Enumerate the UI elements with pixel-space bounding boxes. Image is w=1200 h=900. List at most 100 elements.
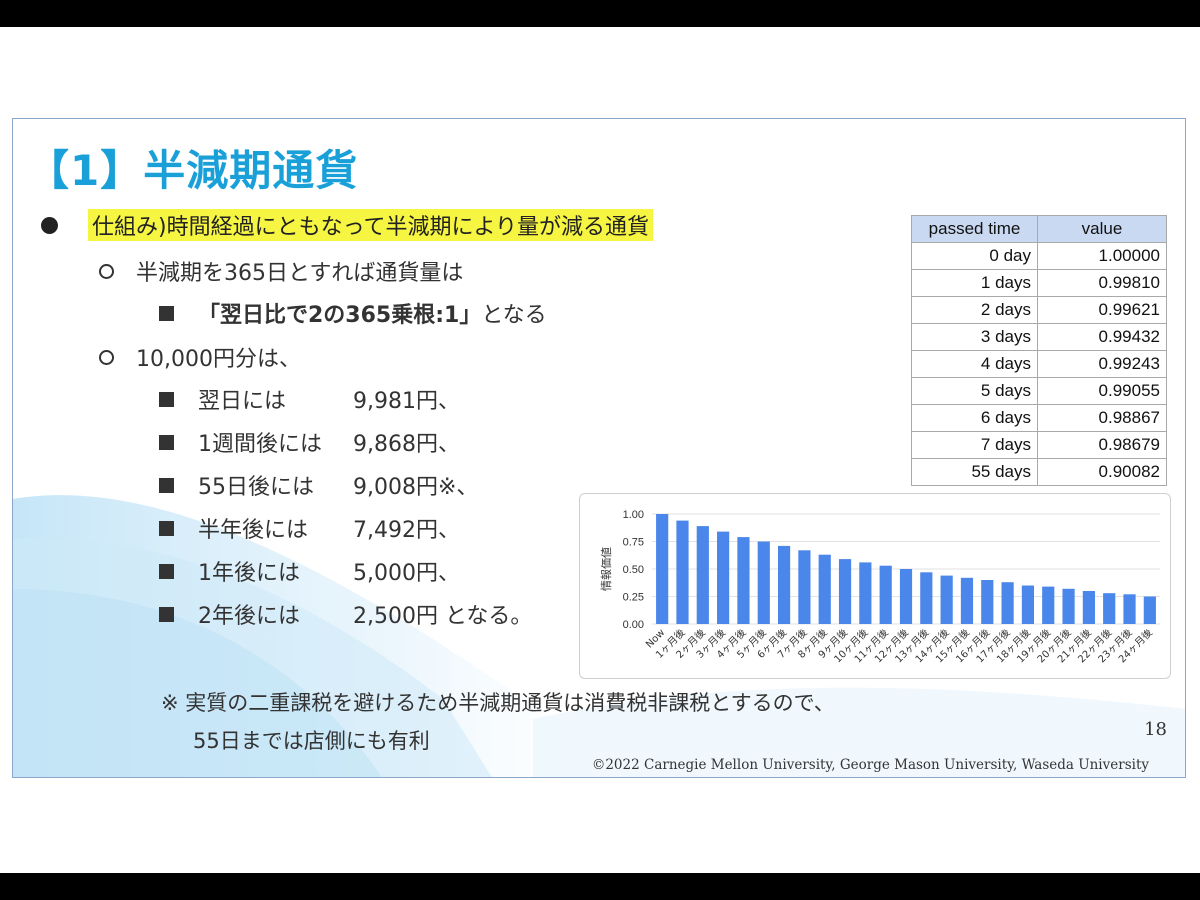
amount-value: 2,500円 となる。 xyxy=(353,604,533,629)
sub-bullet-text: 10,000円分は、 xyxy=(136,347,301,372)
chart-svg: 0.000.250.500.751.00情報価値Now1ヶ月後2ヶ月後3ヶ月後4… xyxy=(600,509,1160,665)
sub-bullet-amount: 10,000円分は、 xyxy=(99,341,301,373)
square-bullet-icon xyxy=(159,305,174,321)
chart-bar xyxy=(1042,586,1055,624)
footnote-line-1: ※ 実質の二重課税を避けるため半減期通貨は消費税非課税とするので、 xyxy=(161,691,835,715)
y-axis-label: 情報価値 xyxy=(600,547,613,591)
circle-bullet-icon xyxy=(99,263,114,279)
table-cell: 0.99621 xyxy=(1037,296,1167,324)
table-cell: 0.99243 xyxy=(1037,350,1167,378)
copyright: ©2022 Carnegie Mellon University, George… xyxy=(591,757,1149,773)
chart-bar xyxy=(1103,593,1116,624)
square-bullet-icon xyxy=(159,563,174,579)
value-table: passed time value 0 day 1.00000 1 days 0.9… xyxy=(911,215,1167,486)
amount-label: 1週間後には xyxy=(198,432,322,457)
table-row: 6 days 0.98867 xyxy=(911,404,1167,432)
amount-item: 翌日には 9,981円、 xyxy=(159,383,460,415)
circle-bullet-icon xyxy=(99,349,114,365)
amount-item: 1週間後には 9,868円、 xyxy=(159,426,460,458)
chart-bar xyxy=(1001,582,1014,624)
chart-bar xyxy=(757,541,770,624)
chart-bar xyxy=(1082,591,1095,624)
square-bullet-icon xyxy=(159,520,174,536)
table-row: 7 days 0.98679 xyxy=(911,431,1167,459)
letterbox-top xyxy=(0,0,1200,27)
y-tick-label: 1.00 xyxy=(623,509,644,521)
slide: 【1】半減期通貨 仕組み)時間経過にともなって半減期により量が減る通貨 半減期を… xyxy=(12,118,1186,778)
chart-bar xyxy=(899,569,913,624)
page-number: 18 xyxy=(1144,719,1167,740)
amount-item: 1年後には 5,000円、 xyxy=(159,555,460,587)
chart-bar xyxy=(676,520,689,624)
amount-item: 2年後には 2,500円 となる。 xyxy=(159,598,532,630)
table-cell: 0 day xyxy=(911,242,1038,270)
main-bullet: 仕組み)時間経過にともなって半減期により量が減る通貨 xyxy=(41,209,654,241)
y-tick-label: 0.75 xyxy=(623,537,644,549)
table-row: 4 days 0.99243 xyxy=(911,350,1167,378)
square-bullet-icon xyxy=(159,477,174,493)
footnote-line-2: 55日までは店側にも有利 xyxy=(193,729,430,753)
amount-value: 7,492円、 xyxy=(353,518,460,543)
table-cell: 0.99432 xyxy=(1037,323,1167,351)
y-tick-label: 0.00 xyxy=(623,619,644,631)
ratio-rest-text: となる xyxy=(481,303,547,328)
sub-sub-bullet-ratio: 「翌日比で2の365乗根:1」 となる xyxy=(159,297,547,329)
amount-value: 9,008円※、 xyxy=(353,475,479,500)
chart-bar xyxy=(1021,585,1035,624)
table-header: value xyxy=(1037,215,1167,243)
y-tick-label: 0.25 xyxy=(623,592,644,604)
table-row: 0 day 1.00000 xyxy=(911,242,1167,270)
table-cell: 0.90082 xyxy=(1037,458,1167,486)
chart-bar xyxy=(879,565,892,624)
chart-bar xyxy=(1062,588,1075,624)
square-bullet-icon xyxy=(159,434,174,450)
chart-bar xyxy=(737,537,750,624)
chart-bar xyxy=(981,580,994,624)
square-bullet-icon xyxy=(159,606,174,622)
amount-label: 2年後には xyxy=(198,604,300,629)
table-cell: 0.98867 xyxy=(1037,404,1167,432)
chart-bar xyxy=(1143,596,1156,624)
slide-title: 【1】半減期通貨 xyxy=(27,146,359,195)
amount-label: 55日後には xyxy=(198,475,314,500)
amount-value: 9,868円、 xyxy=(353,432,460,457)
chart-bar xyxy=(940,575,953,624)
amount-label: 半年後には xyxy=(198,518,309,543)
table-cell: 0.99055 xyxy=(1037,377,1167,405)
amount-item: 半年後には 7,492円、 xyxy=(159,512,460,544)
chart-bar xyxy=(920,572,933,624)
chart-bar xyxy=(818,554,831,624)
chart-bar xyxy=(798,550,811,624)
table-header-row: passed time value xyxy=(911,215,1167,243)
chart-bar xyxy=(859,562,872,624)
table-cell: 1.00000 xyxy=(1037,242,1167,270)
table-row: 5 days 0.99055 xyxy=(911,377,1167,405)
sub-bullet-halflife: 半減期を365日とすれば通貨量は xyxy=(99,255,463,287)
ratio-bold-text: 「翌日比で2の365乗根:1」 xyxy=(198,303,482,328)
amount-label: 翌日には xyxy=(198,389,287,414)
table-cell: 4 days xyxy=(911,350,1038,378)
table-cell: 55 days xyxy=(911,458,1038,486)
amount-item: 55日後には 9,008円※、 xyxy=(159,469,478,501)
table-row: 1 days 0.99810 xyxy=(911,269,1167,297)
table-cell: 2 days xyxy=(911,296,1038,324)
main-bullet-text: 仕組み)時間経過にともなって半減期により量が減る通貨 xyxy=(88,209,654,241)
chart-bar xyxy=(777,545,791,624)
chart-bar xyxy=(696,526,709,624)
square-bullet-icon xyxy=(159,391,174,407)
chart-bar xyxy=(717,531,730,624)
table-cell: 6 days xyxy=(911,404,1038,432)
table-row: 2 days 0.99621 xyxy=(911,296,1167,324)
chart-bar xyxy=(656,514,669,624)
table-cell: 3 days xyxy=(911,323,1038,351)
table-cell: 0.98679 xyxy=(1037,431,1167,459)
bullet-dot-icon xyxy=(41,216,58,234)
decay-bar-chart: 0.00 0.25 0.50 0.75 1.00 情報価値 Now 1ヶ月後 2ヶ月後 3ヶ月後 4… xyxy=(579,493,1171,679)
table-row: 55 days 0.90082 xyxy=(911,458,1167,486)
chart-bar xyxy=(1123,594,1136,624)
table-cell: 7 days xyxy=(911,431,1038,459)
sub-bullet-text: 半減期を365日とすれば通貨量は xyxy=(136,261,464,286)
letterbox-bottom xyxy=(0,873,1200,900)
amount-value: 9,981円、 xyxy=(353,389,460,414)
amount-label: 1年後には xyxy=(198,561,300,586)
